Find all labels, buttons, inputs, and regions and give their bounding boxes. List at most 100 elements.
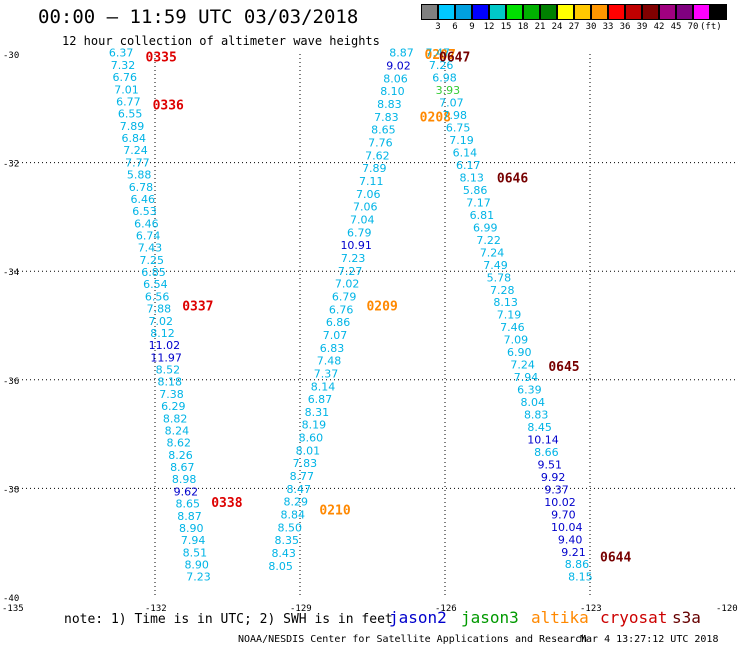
scale-label: 18 xyxy=(517,22,529,32)
data-value-s3a: 7.17 xyxy=(466,196,491,209)
data-value-cryosat: 6.29 xyxy=(161,400,186,413)
data-value-s3a: 3.93 xyxy=(436,84,461,97)
data-value-altika: 7.07 xyxy=(323,329,348,342)
data-value-s3a: 6.98 xyxy=(432,72,457,85)
scale-swatch xyxy=(438,4,455,20)
scale-label: 70 xyxy=(687,22,699,32)
footer-timestamp: Mar 4 13:27:12 UTC 2018 xyxy=(580,634,719,645)
data-value-altika: 8.19 xyxy=(302,419,327,432)
scale-label: 24 xyxy=(551,22,563,32)
data-value-s3a: 7.07 xyxy=(439,97,464,110)
data-value-s3a: 10.14 xyxy=(527,433,559,446)
data-value-s3a: 10.04 xyxy=(551,521,583,534)
y-tick-label: -40 xyxy=(3,594,19,604)
data-value-s3a: 7.24 xyxy=(510,359,535,372)
data-value-altika: 7.11 xyxy=(359,175,384,188)
data-value-altika: 6.79 xyxy=(332,290,357,303)
data-value-s3a: 8.13 xyxy=(459,171,484,184)
satellite-label-cryosat: cryosat xyxy=(600,608,668,627)
data-value-cryosat: 11.02 xyxy=(149,339,181,352)
data-value-cryosat: 7.38 xyxy=(159,388,184,401)
scale-label: 21 xyxy=(534,22,546,32)
data-value-s3a: 10.02 xyxy=(544,496,576,509)
data-value-cryosat: 8.12 xyxy=(150,327,175,340)
satellite-label-s3a: s3a xyxy=(672,608,701,627)
data-value-altika: 8.43 xyxy=(271,547,296,560)
data-value-cryosat: 6.55 xyxy=(118,108,143,121)
data-value-altika: 8.47 xyxy=(287,483,312,496)
data-value-altika: 7.83 xyxy=(374,111,399,124)
data-value-s3a: 6.99 xyxy=(473,221,498,234)
data-value-s3a: 7.46 xyxy=(500,321,525,334)
scale-label: 3 xyxy=(435,22,441,32)
data-value-s3a: 6.39 xyxy=(517,384,542,397)
data-value-cryosat: 6.76 xyxy=(113,71,138,84)
data-value-altika: 6.87 xyxy=(308,393,333,406)
data-value-s3a: 7.98 xyxy=(442,109,467,122)
scale-label: 15 xyxy=(500,22,512,32)
data-value-cryosat: 8.52 xyxy=(156,364,181,377)
data-value-cryosat: 6.56 xyxy=(145,290,170,303)
data-value-s3a: 6.17 xyxy=(456,159,481,172)
data-value-altika: 7.62 xyxy=(365,149,390,162)
x-tick-label: -129 xyxy=(290,604,312,614)
time-label-altika: 0207 xyxy=(425,48,456,63)
data-value-s3a: 7.22 xyxy=(476,234,501,247)
data-value-altika: 8.10 xyxy=(380,85,405,98)
scale-swatch xyxy=(489,4,506,20)
scale-swatch xyxy=(557,4,574,20)
data-value-cryosat: 8.65 xyxy=(175,498,200,511)
data-value-cryosat: 7.02 xyxy=(148,315,173,328)
y-tick-label: -38 xyxy=(3,485,19,495)
data-value-s3a: 7.49 xyxy=(483,259,508,272)
data-value-cryosat: 6.85 xyxy=(141,266,166,279)
scale-swatch xyxy=(608,4,625,20)
data-value-cryosat: 5.88 xyxy=(127,169,152,182)
data-value-cryosat: 6.46 xyxy=(130,193,155,206)
data-value-altika: 6.79 xyxy=(347,226,372,239)
scale-swatch xyxy=(625,4,642,20)
y-tick-label: -34 xyxy=(3,268,19,278)
data-value-cryosat: 8.62 xyxy=(166,437,191,450)
data-value-altika: 7.37 xyxy=(314,367,339,380)
data-value-cryosat: 8.90 xyxy=(179,522,204,535)
data-value-altika: 7.48 xyxy=(317,355,342,368)
scale-label: 6 xyxy=(452,22,458,32)
data-value-cryosat: 6.37 xyxy=(109,47,134,60)
chart-subtitle: 12 hour collection of altimeter wave hei… xyxy=(62,34,380,48)
data-value-altika: 6.83 xyxy=(320,342,345,355)
x-tick-label: -123 xyxy=(580,604,602,614)
scale-swatch xyxy=(523,4,540,20)
data-value-cryosat: 8.51 xyxy=(183,546,208,559)
data-value-altika: 8.77 xyxy=(290,470,315,483)
data-value-altika: 7.06 xyxy=(356,188,381,201)
data-value-cryosat: 8.67 xyxy=(170,461,195,474)
data-value-s3a: 9.92 xyxy=(541,471,566,484)
data-value-cryosat: 11.97 xyxy=(150,351,182,364)
time-label-s3a: 0644 xyxy=(600,550,631,565)
data-value-altika: 7.76 xyxy=(368,137,393,150)
data-value-s3a: 9.70 xyxy=(551,508,576,521)
y-tick-label: -36 xyxy=(3,377,19,387)
data-value-altika: 8.65 xyxy=(371,124,396,137)
time-label-cryosat: 0337 xyxy=(182,299,213,314)
footer-credit: NOAA/NESDIS Center for Satellite Applica… xyxy=(238,634,588,645)
x-tick-label: -135 xyxy=(2,604,24,614)
scale-swatch xyxy=(693,4,710,20)
data-value-cryosat: 8.98 xyxy=(172,473,197,486)
data-value-cryosat: 6.46 xyxy=(134,217,159,230)
scale-label: 36 xyxy=(619,22,631,32)
data-value-cryosat: 8.26 xyxy=(168,449,193,462)
data-value-s3a: 5.86 xyxy=(463,184,488,197)
data-value-s3a: 7.19 xyxy=(449,134,474,147)
data-value-cryosat: 7.23 xyxy=(186,571,211,584)
data-value-cryosat: 7.25 xyxy=(139,254,164,267)
data-value-s3a: 9.21 xyxy=(561,546,586,559)
data-value-s3a: 8.04 xyxy=(521,396,546,409)
scale-label: 30 xyxy=(585,22,597,32)
data-value-s3a: 6.14 xyxy=(453,147,478,160)
data-value-s3a: 7.26 xyxy=(429,59,454,72)
time-label-s3a: 0646 xyxy=(497,171,528,186)
data-value-altika: 7.06 xyxy=(353,201,378,214)
